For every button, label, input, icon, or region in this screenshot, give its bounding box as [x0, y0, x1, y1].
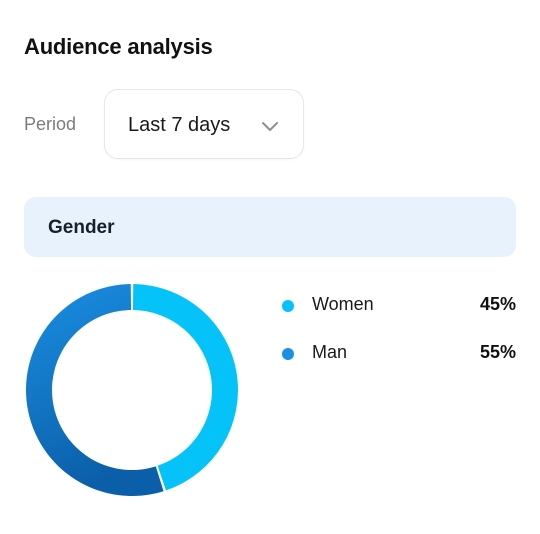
donut-slice-women: [132, 284, 238, 491]
legend-label-women: Women: [312, 294, 374, 314]
chevron-down-icon: [262, 122, 278, 131]
legend-item-women: Women 45%: [282, 294, 516, 320]
gender-donut-chart: [26, 284, 238, 496]
period-label: Period: [24, 114, 77, 134]
women-legend-dot: [282, 300, 294, 312]
period-dropdown[interactable]: Last 7 days: [104, 89, 304, 159]
gender-section-header: Gender: [24, 197, 516, 257]
gender-section-title: Gender: [48, 217, 115, 238]
man-legend-dot: [282, 348, 294, 360]
period-dropdown-value: Last 7 days: [128, 114, 231, 136]
legend-value-women: 45%: [479, 294, 516, 314]
legend-label-man: Man: [312, 342, 348, 362]
donut-slice-man: [26, 284, 164, 496]
legend-item-man: Man 55%: [282, 342, 516, 368]
page-title: Audience analysis: [24, 34, 213, 59]
legend-value-man: 55%: [479, 342, 516, 362]
